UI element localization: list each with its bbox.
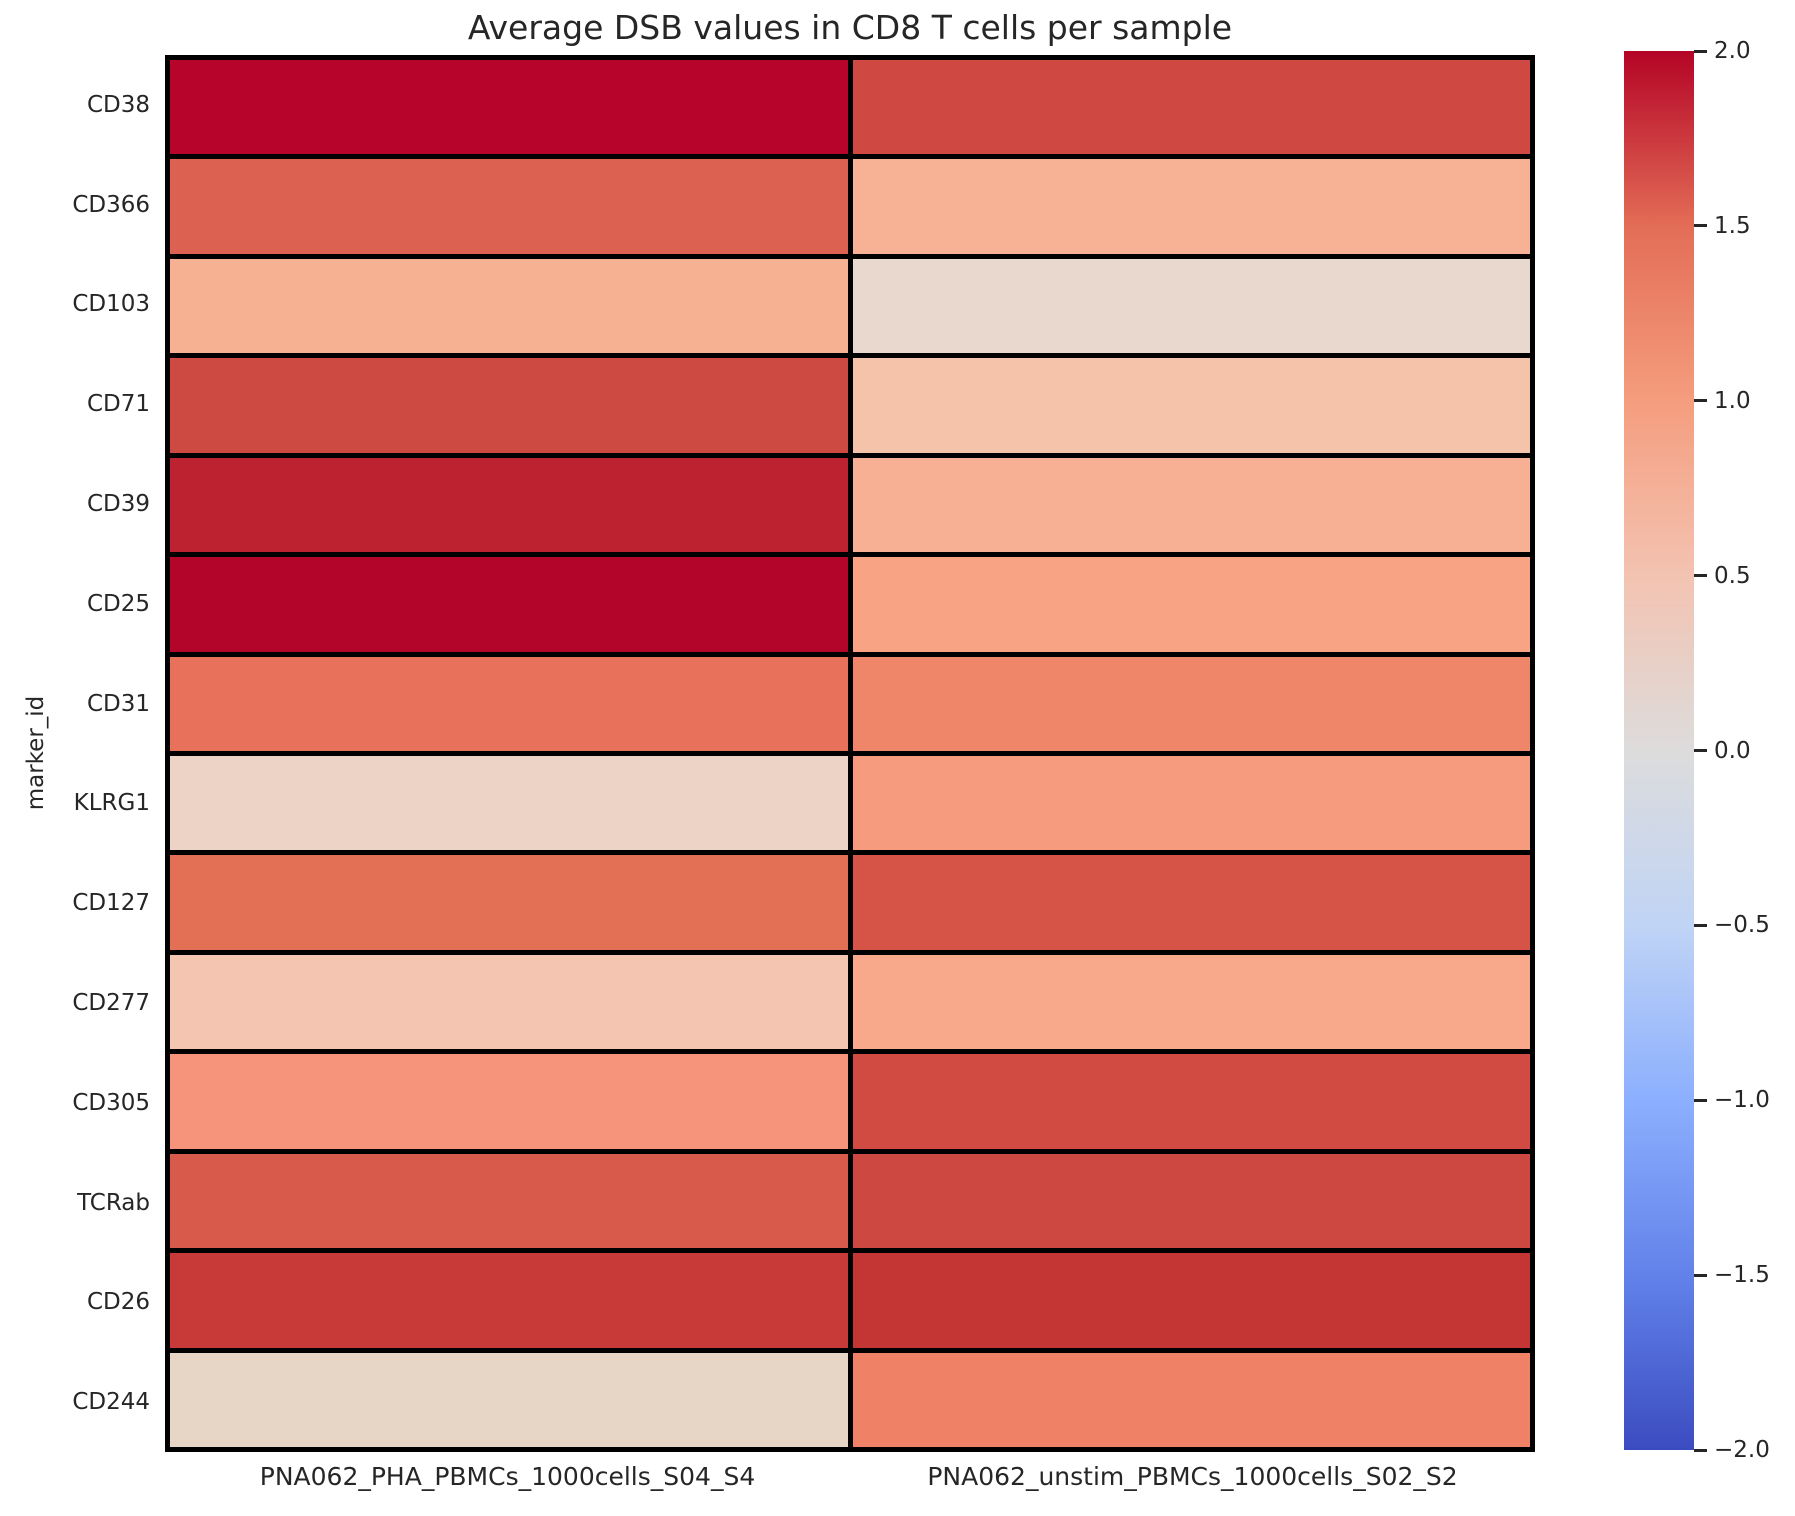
colorbar-tick-mark (1694, 1273, 1707, 1277)
heatmap-cell (170, 60, 848, 155)
heatmap-cell (170, 457, 848, 553)
colorbar-tick-mark (1694, 1098, 1707, 1102)
colorbar-tick-mark (1694, 923, 1707, 927)
colorbar (1624, 51, 1694, 1450)
colorbar-tick-label: −1.5 (1714, 1262, 1770, 1289)
y-tick-label: CD277 (72, 989, 150, 1016)
heatmap-cell (852, 954, 1530, 1050)
heatmap-cell (170, 258, 848, 354)
y-tick-label: CD127 (72, 890, 150, 917)
y-tick-label: CD103 (72, 291, 150, 318)
colorbar-tick-label: 1.0 (1714, 387, 1751, 414)
heatmap-cell (170, 358, 848, 453)
heatmap-cell (852, 1153, 1530, 1249)
colorbar-tick-mark (1694, 749, 1707, 752)
heatmap-cell (170, 1054, 848, 1149)
heatmap-cell (852, 1352, 1530, 1447)
heatmap-cell (170, 159, 848, 254)
y-tick-label: CD39 (86, 491, 150, 518)
heatmap-cell (852, 1054, 1530, 1149)
heatmap-cell (170, 756, 848, 851)
heatmap-cell (852, 557, 1530, 652)
heatmap-cell (852, 656, 1530, 751)
y-tick-label: CD25 (86, 590, 150, 617)
heatmap-cell (852, 855, 1530, 950)
colorbar-tick-mark (1694, 1448, 1707, 1452)
heatmap-cell (852, 159, 1530, 254)
colorbar-tick-label: −1.0 (1714, 1087, 1770, 1114)
y-tick-label: KLRG1 (73, 790, 150, 817)
colorbar-tick-label: 0.0 (1714, 737, 1751, 764)
y-tick-label: CD38 (86, 91, 150, 118)
heatmap-cell (170, 855, 848, 950)
x-tick-label: PNA062_unstim_PBMCs_1000cells_S02_S2 (927, 1462, 1458, 1491)
heatmap-cell (852, 258, 1530, 354)
colorbar-tick-label: 2.0 (1714, 38, 1751, 64)
heatmap-cell (170, 1153, 848, 1249)
colorbar-tick-label: 0.5 (1714, 562, 1751, 589)
y-tick-label: TCRab (77, 1189, 150, 1216)
heatmap-cell (852, 756, 1530, 851)
colorbar-tick-label: −2.0 (1714, 1437, 1770, 1463)
y-tick-label: CD31 (86, 690, 150, 717)
colorbar-tick-label: −0.5 (1714, 912, 1770, 939)
heatmap-cell (852, 60, 1530, 155)
y-tick-label: CD366 (72, 191, 150, 218)
colorbar-tick-mark (1694, 49, 1707, 53)
x-tick-label: PNA062_PHA_PBMCs_1000cells_S04_S4 (259, 1462, 756, 1491)
heatmap-grid (165, 55, 1535, 1452)
heatmap-cell (852, 457, 1530, 553)
heatmap-cell (852, 1253, 1530, 1348)
y-tick-label: CD71 (86, 391, 150, 418)
colorbar-tick-label: 1.5 (1714, 212, 1751, 239)
y-tick-label: CD26 (86, 1289, 150, 1316)
chart-title: Average DSB values in CD8 T cells per sa… (467, 8, 1233, 47)
colorbar-tick-mark (1694, 574, 1707, 578)
heatmap-cell (852, 358, 1530, 453)
heatmap-cell (170, 1352, 848, 1447)
heatmap-cell (170, 954, 848, 1050)
y-tick-label: CD244 (72, 1389, 150, 1416)
heatmap-cell (170, 557, 848, 652)
heatmap-cell (170, 656, 848, 751)
y-tick-label: CD305 (72, 1089, 150, 1116)
heatmap-cell (170, 1253, 848, 1348)
colorbar-tick-mark (1694, 399, 1707, 403)
colorbar-tick-mark (1694, 224, 1707, 228)
